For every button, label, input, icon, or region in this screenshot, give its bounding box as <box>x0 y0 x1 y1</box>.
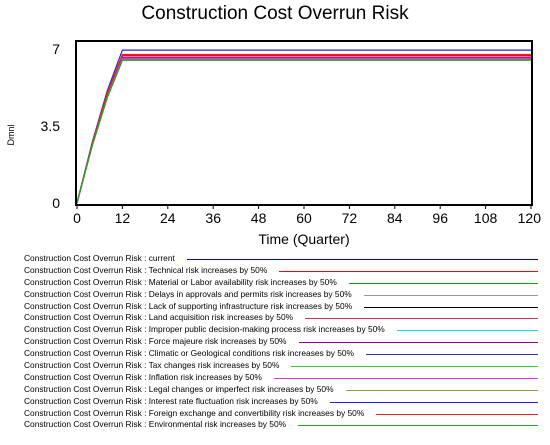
legend-item: Construction Cost Overrun Risk : Land ac… <box>24 312 544 324</box>
series-line-6 <box>76 57 531 204</box>
series-line-8 <box>76 56 531 204</box>
x-tick-label-48: 48 <box>251 210 267 226</box>
y-axis-label: Dmnl <box>6 124 16 145</box>
legend-item: Construction Cost Overrun Risk : Climati… <box>24 348 544 360</box>
legend: Construction Cost Overrun Risk : current… <box>24 253 544 431</box>
x-tick-label-108: 108 <box>474 210 498 226</box>
legend-label: Construction Cost Overrun Risk : Lack of… <box>24 300 353 311</box>
legend-label: Construction Cost Overrun Risk : Tax cha… <box>24 360 280 371</box>
legend-swatch <box>346 389 538 391</box>
legend-label: Construction Cost Overrun Risk : Climati… <box>24 348 355 359</box>
legend-label: Construction Cost Overrun Risk : Inflati… <box>24 371 262 382</box>
legend-label: Construction Cost Overrun Risk : Delays … <box>24 288 352 299</box>
legend-swatch <box>187 259 538 260</box>
series-line-12 <box>76 58 531 204</box>
legend-swatch <box>274 377 538 379</box>
tick-layer: 0 12 24 36 48 60 72 84 96 108 120 0 3.5 7 <box>41 41 542 226</box>
legend-item: Construction Cost Overrun Risk : Delays … <box>24 289 544 301</box>
legend-label: Construction Cost Overrun Risk : Imprope… <box>24 324 385 335</box>
legend-item: Construction Cost Overrun Risk : Materia… <box>24 277 544 289</box>
legend-swatch <box>364 306 538 308</box>
legend-item: Construction Cost Overrun Risk : current <box>24 253 544 265</box>
y-tick-label-3.5: 3.5 <box>41 118 61 134</box>
x-tick-label-36: 36 <box>205 210 221 226</box>
legend-swatch <box>397 330 538 332</box>
series-line-15 <box>76 59 531 204</box>
y-tick-label-0: 0 <box>52 195 60 211</box>
x-tick-label-12: 12 <box>115 210 131 226</box>
legend-item: Construction Cost Overrun Risk : Imprope… <box>24 324 544 336</box>
legend-swatch <box>349 282 538 284</box>
series-line-2 <box>76 54 531 204</box>
x-tick-label-60: 60 <box>296 210 312 226</box>
x-tick-label-24: 24 <box>160 210 176 226</box>
legend-swatch <box>298 425 538 427</box>
x-tick-label-0: 0 <box>73 210 81 226</box>
legend-swatch <box>299 342 538 344</box>
legend-swatch <box>376 413 538 415</box>
legend-label: Construction Cost Overrun Risk : Technic… <box>24 264 268 275</box>
plot-frame <box>75 40 533 206</box>
series-line-1 <box>76 59 531 204</box>
series-line-7 <box>76 58 531 204</box>
legend-label: Construction Cost Overrun Risk : current <box>24 253 175 263</box>
legend-label: Construction Cost Overrun Risk : Land ac… <box>24 312 294 323</box>
legend-item: Construction Cost Overrun Risk : Technic… <box>24 265 544 277</box>
legend-swatch <box>291 366 538 368</box>
series-line-4 <box>76 58 531 204</box>
legend-label: Construction Cost Overrun Risk : Legal c… <box>24 383 334 394</box>
series-line-10 <box>76 59 531 204</box>
legend-swatch <box>279 270 538 272</box>
legend-item: Construction Cost Overrun Risk : Foreign… <box>24 408 544 420</box>
series-line-9 <box>76 58 531 204</box>
x-tick-label-84: 84 <box>387 210 403 226</box>
legend-label: Construction Cost Overrun Risk : Interes… <box>24 395 318 406</box>
legend-label: Construction Cost Overrun Risk : Force m… <box>24 336 287 347</box>
legend-item: Construction Cost Overrun Risk : Inflati… <box>24 372 544 384</box>
y-tick-label-7: 7 <box>52 41 60 57</box>
series-line-13 <box>76 49 531 204</box>
legend-label: Construction Cost Overrun Risk : Foreign… <box>24 407 365 418</box>
legend-label: Construction Cost Overrun Risk : Materia… <box>24 276 337 287</box>
series-line-3 <box>76 58 531 204</box>
series-line-5 <box>76 59 531 204</box>
chart-plot: 0 12 24 36 48 60 72 84 96 108 120 0 3.5 7 Dmnl Time (… <box>6 40 542 247</box>
chart-title: Construction Cost Overrun Risk <box>141 3 409 24</box>
legend-item: Construction Cost Overrun Risk : Lack of… <box>24 301 544 313</box>
legend-label: Construction Cost Overrun Risk : Environ… <box>24 419 287 430</box>
legend-item: Construction Cost Overrun Risk : Interes… <box>24 396 544 408</box>
series-layer <box>76 49 531 204</box>
legend-item: Construction Cost Overrun Risk : Tax cha… <box>24 360 544 372</box>
series-line-14 <box>76 53 531 204</box>
legend-swatch <box>330 401 538 403</box>
x-axis-label: Time (Quarter) <box>258 231 349 247</box>
legend-item: Construction Cost Overrun Risk : Legal c… <box>24 384 544 396</box>
x-tick-label-72: 72 <box>342 210 358 226</box>
legend-item: Construction Cost Overrun Risk : Environ… <box>24 419 544 431</box>
x-tick-label-96: 96 <box>432 210 448 226</box>
legend-swatch <box>364 294 538 296</box>
legend-swatch <box>305 318 538 320</box>
x-tick-label-120: 120 <box>518 210 542 226</box>
series-line-11 <box>76 57 531 204</box>
legend-swatch <box>366 354 538 356</box>
legend-item: Construction Cost Overrun Risk : Force m… <box>24 336 544 348</box>
